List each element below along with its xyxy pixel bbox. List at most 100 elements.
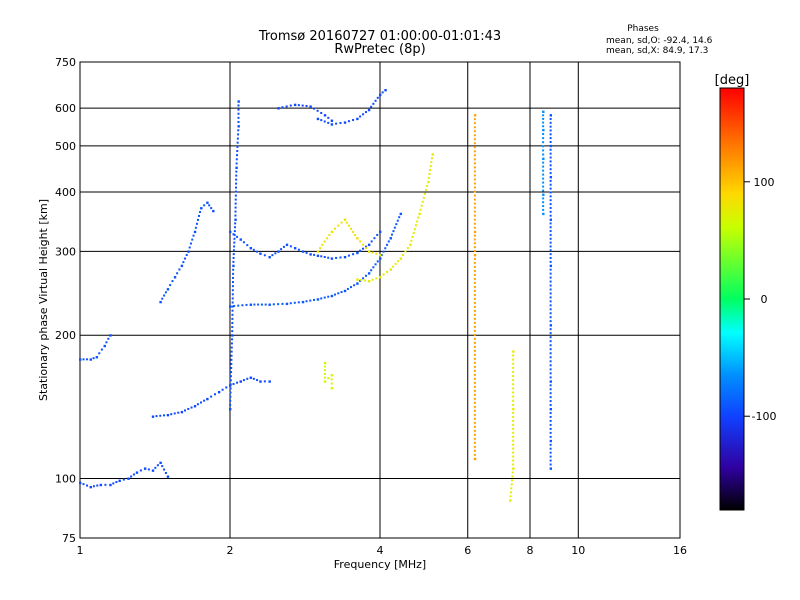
data-point <box>473 214 476 217</box>
data-point <box>213 393 216 396</box>
data-point <box>191 238 194 241</box>
data-point <box>404 250 407 253</box>
data-point <box>512 439 515 442</box>
data-point <box>549 237 552 240</box>
data-point <box>549 272 552 275</box>
data-point <box>363 279 366 282</box>
data-point <box>237 125 240 128</box>
data-point <box>252 248 255 251</box>
data-point <box>127 477 130 480</box>
data-point <box>257 303 260 306</box>
data-point <box>289 302 292 305</box>
data-point <box>350 227 353 230</box>
data-point <box>367 243 371 247</box>
data-point <box>512 443 515 446</box>
data-point <box>542 141 545 144</box>
data-point <box>95 356 99 359</box>
data-point <box>549 344 552 347</box>
data-point <box>210 395 213 398</box>
data-point <box>352 230 355 233</box>
data-point <box>356 278 359 281</box>
data-point <box>237 304 240 307</box>
data-point <box>180 410 184 414</box>
data-point <box>549 435 552 438</box>
data-point <box>260 303 263 306</box>
data-point <box>370 105 373 108</box>
data-point <box>473 417 476 420</box>
data-point <box>549 160 552 163</box>
data-point <box>542 121 545 124</box>
data-point <box>242 379 245 382</box>
data-point <box>107 337 110 340</box>
data-point <box>473 425 476 428</box>
grid-lines <box>80 62 680 538</box>
data-point <box>237 104 240 107</box>
data-point <box>549 296 552 299</box>
data-point <box>327 121 330 124</box>
data-point <box>370 269 373 272</box>
data-point <box>281 106 284 109</box>
data-point <box>109 334 112 337</box>
data-point <box>340 221 343 224</box>
data-point <box>233 233 236 236</box>
data-point <box>235 170 238 173</box>
data-point <box>252 377 255 380</box>
data-point <box>327 295 330 298</box>
data-point <box>195 222 198 225</box>
data-point <box>321 243 324 246</box>
data-point <box>230 346 233 349</box>
data-point <box>409 243 412 247</box>
data-point <box>277 107 280 110</box>
data-point <box>473 210 476 213</box>
data-point <box>392 230 395 233</box>
data-point <box>549 218 553 221</box>
data-point <box>235 182 238 185</box>
data-point <box>427 176 430 179</box>
data-point <box>337 292 340 295</box>
x-tick-label: 8 <box>527 544 534 557</box>
data-point <box>419 208 422 211</box>
y-tick-labels: 75 100 200 300 400 500 600 750 <box>55 56 76 545</box>
data-point <box>367 250 371 253</box>
data-point <box>379 230 382 234</box>
data-point <box>473 429 476 432</box>
data-point <box>173 276 177 279</box>
data-point <box>171 280 174 283</box>
data-point <box>280 248 283 251</box>
data-point <box>98 352 101 355</box>
data-point <box>234 214 237 217</box>
data-point <box>263 254 266 257</box>
data-point <box>542 110 545 114</box>
data-point <box>356 237 359 240</box>
colorbar-unit-label: [deg] <box>715 73 750 88</box>
data-point <box>236 235 239 238</box>
data-point <box>549 292 552 295</box>
data-point <box>549 328 552 331</box>
data-point <box>343 218 347 221</box>
data-point <box>512 399 515 402</box>
data-point <box>356 117 359 121</box>
data-point <box>473 397 476 400</box>
data-point <box>549 253 552 256</box>
data-point <box>320 297 323 300</box>
data-point <box>473 313 476 316</box>
data-point <box>387 240 390 243</box>
data-point <box>309 105 312 108</box>
data-point <box>164 472 167 475</box>
data-point <box>512 427 515 430</box>
y-axis-label: Stationary phase Virtual Height [km] <box>37 199 50 401</box>
data-point <box>229 383 232 386</box>
data-point <box>473 162 476 165</box>
data-point <box>346 287 349 290</box>
x-tick-label: 6 <box>464 544 471 557</box>
data-point <box>549 183 552 186</box>
data-point <box>301 104 304 107</box>
data-point <box>253 303 256 306</box>
x-tick-labels: 1 2 4 6 8 10 16 <box>77 544 688 557</box>
data-point <box>320 255 323 258</box>
data-point <box>208 204 211 207</box>
data-point <box>370 240 373 243</box>
data-point <box>235 166 238 169</box>
data-point <box>473 329 476 332</box>
data-point <box>343 289 347 293</box>
